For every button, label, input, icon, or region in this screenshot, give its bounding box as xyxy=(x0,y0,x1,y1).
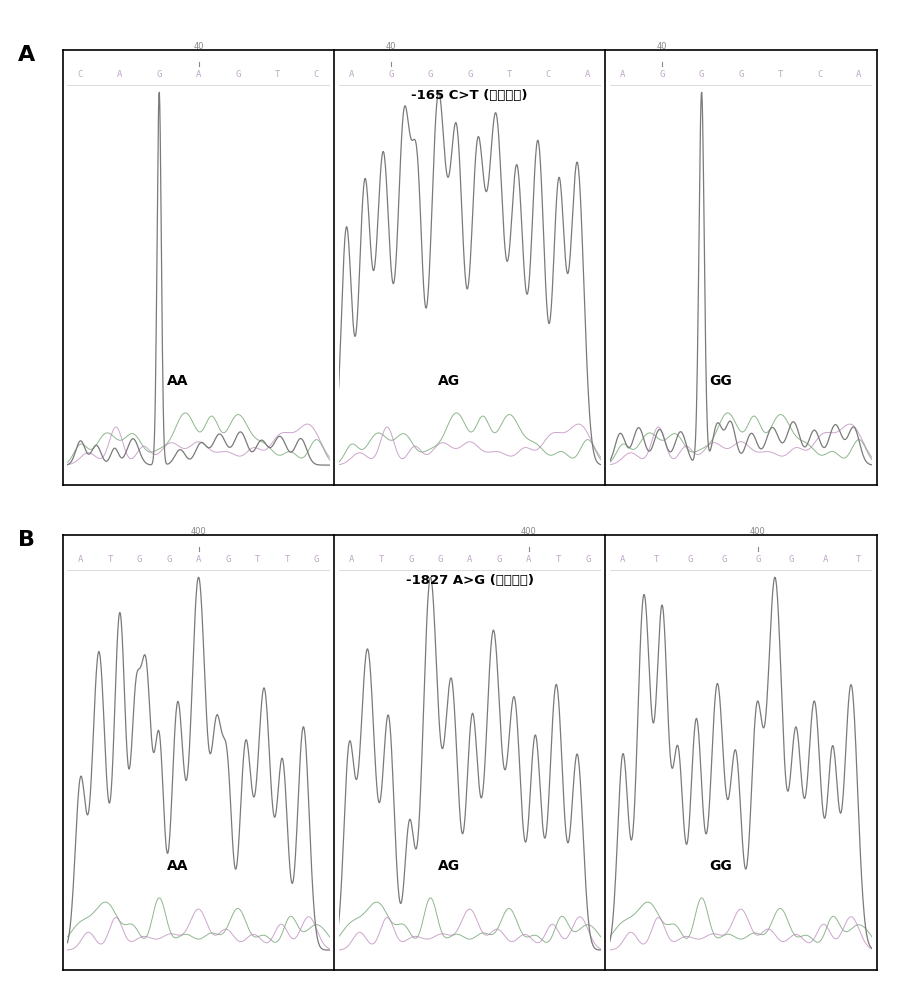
Text: AA: AA xyxy=(167,374,189,388)
Text: AG: AG xyxy=(439,374,460,388)
Text: A: A xyxy=(18,45,35,65)
Text: G: G xyxy=(755,555,761,564)
Text: A: A xyxy=(467,555,472,564)
Text: A: A xyxy=(196,555,201,564)
Text: A: A xyxy=(117,70,122,79)
Text: T: T xyxy=(254,555,260,564)
Text: G: G xyxy=(467,70,472,79)
Text: T: T xyxy=(274,70,280,79)
Text: A: A xyxy=(349,555,354,564)
Text: 40: 40 xyxy=(657,42,668,51)
Text: G: G xyxy=(660,70,665,79)
Text: AG: AG xyxy=(439,859,460,873)
Text: C: C xyxy=(817,70,823,79)
Text: G: G xyxy=(408,555,414,564)
Text: C: C xyxy=(78,70,84,79)
Text: G: G xyxy=(166,555,172,564)
Text: G: G xyxy=(226,555,231,564)
Text: 400: 400 xyxy=(191,527,207,536)
Text: A: A xyxy=(823,555,828,564)
Text: A: A xyxy=(196,70,201,79)
Text: C: C xyxy=(546,70,551,79)
Text: A: A xyxy=(620,70,626,79)
Text: G: G xyxy=(137,555,142,564)
Text: G: G xyxy=(585,555,591,564)
Text: AA: AA xyxy=(167,859,189,873)
Text: G: G xyxy=(236,70,241,79)
Text: A: A xyxy=(585,70,591,79)
Text: 40: 40 xyxy=(193,42,204,51)
Text: T: T xyxy=(378,555,384,564)
Text: -1827 A>G (正向测序): -1827 A>G (正向测序) xyxy=(405,574,534,587)
Text: G: G xyxy=(721,555,726,564)
Text: -165 C>T (反向测序): -165 C>T (反向测序) xyxy=(412,89,528,102)
Text: A: A xyxy=(620,555,626,564)
Text: G: G xyxy=(156,70,162,79)
Text: G: G xyxy=(388,70,394,79)
Text: T: T xyxy=(778,70,783,79)
Text: G: G xyxy=(438,555,443,564)
Text: A: A xyxy=(856,70,861,79)
Text: C: C xyxy=(314,70,319,79)
Text: GG: GG xyxy=(709,374,732,388)
Text: T: T xyxy=(856,555,861,564)
Text: 400: 400 xyxy=(750,527,766,536)
Text: GG: GG xyxy=(709,859,732,873)
Text: T: T xyxy=(654,555,659,564)
Text: G: G xyxy=(496,555,502,564)
Text: T: T xyxy=(284,555,289,564)
Text: B: B xyxy=(18,530,35,550)
Text: A: A xyxy=(349,70,354,79)
Text: G: G xyxy=(699,70,704,79)
Text: 40: 40 xyxy=(386,42,396,51)
Text: A: A xyxy=(78,555,84,564)
Text: T: T xyxy=(107,555,112,564)
Text: G: G xyxy=(738,70,743,79)
Text: G: G xyxy=(314,555,319,564)
Text: T: T xyxy=(506,70,512,79)
Text: 400: 400 xyxy=(521,527,537,536)
Text: T: T xyxy=(556,555,561,564)
Text: G: G xyxy=(788,555,794,564)
Text: G: G xyxy=(688,555,693,564)
Text: A: A xyxy=(526,555,531,564)
Text: G: G xyxy=(428,70,433,79)
